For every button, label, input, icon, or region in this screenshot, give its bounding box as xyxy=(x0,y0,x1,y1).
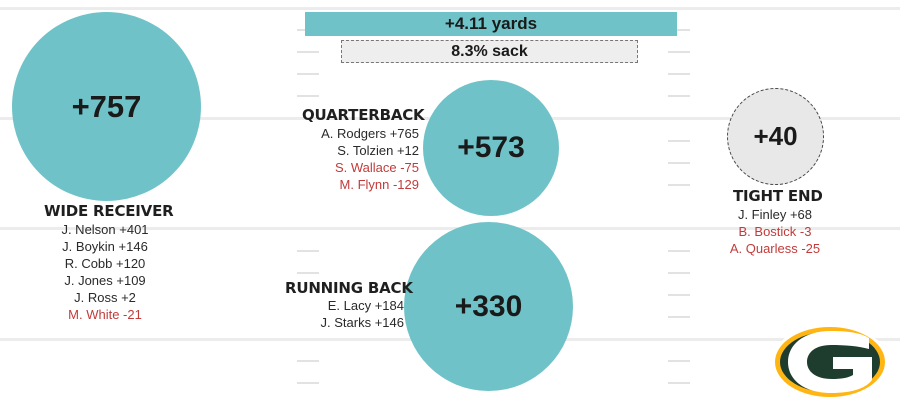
running-back-player-item: E. Lacy +184 xyxy=(327,298,404,313)
tight-end-player-list: J. Finley +68 B. Bostick -3 A. Quarless -2… xyxy=(705,206,845,257)
running-back-title: RUNNING BACK xyxy=(285,279,413,297)
wide-receiver-player-item: R. Cobb +120 xyxy=(64,256,146,271)
field-hash-mark xyxy=(297,51,319,53)
quarterback-total: +573 xyxy=(457,131,525,164)
wide-receiver-total: +757 xyxy=(71,88,142,124)
tight-end-title: TIGHT END xyxy=(733,187,823,205)
tight-end-total: +40 xyxy=(753,121,798,151)
running-back-total-circle: +330 xyxy=(404,222,573,391)
field-yard-line xyxy=(0,7,900,10)
field-hash-mark xyxy=(668,162,690,164)
quarterback-player-item: M. Flynn -129 xyxy=(339,177,419,192)
field-hash-mark xyxy=(297,250,319,252)
tight-end-total-circle: +40 xyxy=(727,88,824,185)
field-hash-mark xyxy=(668,73,690,75)
running-back-player-list: E. Lacy +184 J. Starks +146 xyxy=(280,297,404,331)
field-hash-mark xyxy=(668,382,690,384)
packers-g-logo-icon xyxy=(772,324,888,400)
field-hash-mark xyxy=(297,382,319,384)
field-hash-mark xyxy=(668,95,690,97)
wide-receiver-total-circle: +757 xyxy=(12,12,201,201)
sack-rate-bar: 8.3% sack xyxy=(341,40,638,63)
quarterback-player-item: S. Wallace -75 xyxy=(334,160,419,175)
tight-end-player-item: B. Bostick -3 xyxy=(738,224,812,239)
wide-receiver-player-list: J. Nelson +401 J. Boykin +146 R. Cobb +120… xyxy=(30,221,180,323)
yards-per-play-bar: +4.11 yards xyxy=(305,12,677,36)
quarterback-player-list: A. Rodgers +765 S. Tolzien +12 S. Wallace … xyxy=(280,125,419,193)
field-yard-line xyxy=(0,227,900,230)
quarterback-player-item: S. Tolzien +12 xyxy=(337,143,419,158)
field-hash-mark xyxy=(297,95,319,97)
field-hash-mark xyxy=(668,29,690,31)
wide-receiver-player-item: J. Boykin +146 xyxy=(62,239,148,254)
wide-receiver-player-item: J. Jones +109 xyxy=(64,273,146,288)
field-hash-mark xyxy=(668,316,690,318)
quarterback-total-circle: +573 xyxy=(423,80,559,216)
wide-receiver-player-item: J. Nelson +401 xyxy=(61,222,149,237)
quarterback-title: QUARTERBACK xyxy=(302,106,425,124)
wide-receiver-title: WIDE RECEIVER xyxy=(44,202,174,220)
field-hash-mark xyxy=(668,51,690,53)
field-hash-mark xyxy=(297,272,319,274)
field-hash-mark xyxy=(668,184,690,186)
wide-receiver-player-item: M. White -21 xyxy=(68,307,142,322)
running-back-total: +330 xyxy=(454,289,523,323)
quarterback-player-item: A. Rodgers +765 xyxy=(321,126,419,141)
wide-receiver-player-item: J. Ross +2 xyxy=(74,290,136,305)
field-hash-mark xyxy=(668,272,690,274)
field-hash-mark xyxy=(297,360,319,362)
field-hash-mark xyxy=(668,140,690,142)
tight-end-player-item: A. Quarless -25 xyxy=(729,241,821,256)
running-back-player-item: J. Starks +146 xyxy=(320,315,404,330)
tight-end-player-item: J. Finley +68 xyxy=(737,207,813,222)
field-hash-mark xyxy=(668,360,690,362)
field-hash-mark xyxy=(297,73,319,75)
field-hash-mark xyxy=(668,294,690,296)
field-hash-mark xyxy=(668,250,690,252)
